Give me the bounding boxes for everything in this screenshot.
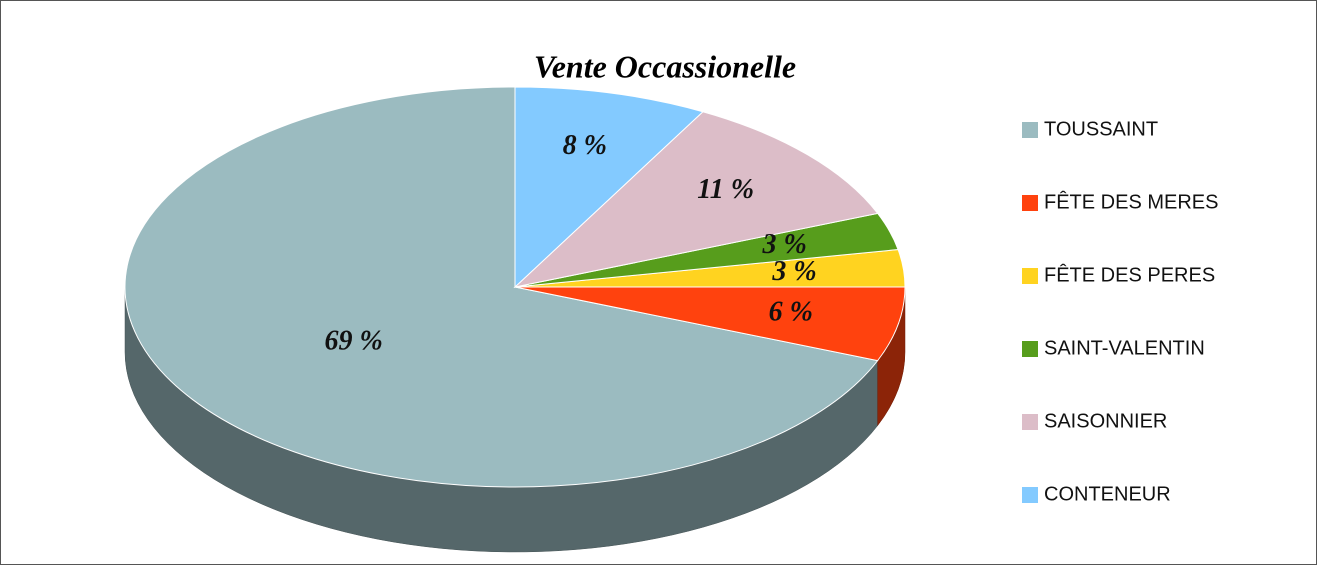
- legend-label: SAISONNIER: [1044, 410, 1167, 432]
- legend-label: CONTENEUR: [1044, 483, 1171, 505]
- data-label: 3 %: [771, 256, 816, 287]
- data-label: 8 %: [563, 130, 607, 161]
- legend-swatch: [1022, 268, 1038, 284]
- slice: [514, 86, 704, 289]
- legend-label: FÊTE DES MERES: [1044, 190, 1218, 213]
- legend-label: TOUSSAINT: [1044, 118, 1158, 140]
- data-label: 69 %: [325, 326, 383, 357]
- legend-swatch: [1022, 122, 1038, 138]
- data-label: 6 %: [769, 296, 813, 327]
- slice: [514, 286, 906, 362]
- legend-label: FÊTE DES PERES: [1044, 263, 1215, 286]
- legend-swatch: [1022, 414, 1038, 430]
- chart-title: Vente Occassionelle: [534, 48, 796, 84]
- legend-swatch: [1022, 195, 1038, 211]
- legend-label: SAINT-VALENTIN: [1044, 337, 1205, 359]
- legend-swatch: [1022, 341, 1038, 357]
- slice: [513, 111, 879, 288]
- data-label: 3 %: [761, 229, 806, 260]
- data-label: 11 %: [697, 174, 754, 205]
- legend-swatch: [1022, 487, 1038, 503]
- slice: [124, 86, 879, 488]
